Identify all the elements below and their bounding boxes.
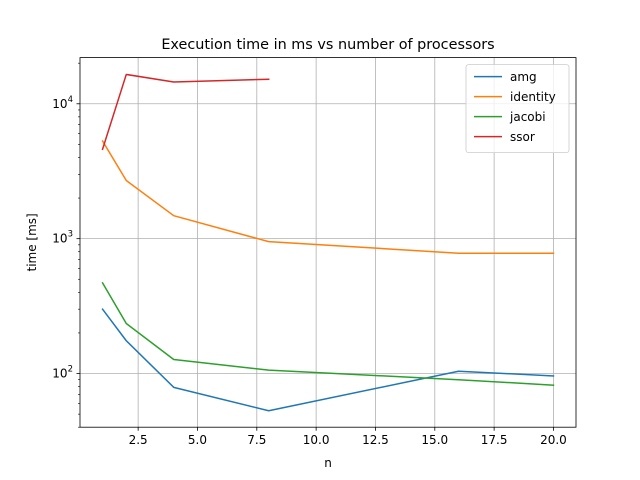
y-tick-label: 103 bbox=[52, 230, 73, 246]
x-tick-label: 5.0 bbox=[188, 433, 207, 447]
y-axis: 102 103 104 bbox=[52, 62, 80, 428]
x-axis: 2.5 5.0 7.5 10.0 12.5 15.0 17.5 20.0 bbox=[129, 427, 567, 447]
legend-label-amg: amg bbox=[510, 70, 537, 84]
chart-title: Execution time in ms vs number of proces… bbox=[161, 37, 494, 53]
x-tick-label: 15.0 bbox=[421, 433, 448, 447]
legend: amg identity jacobi ssor bbox=[465, 64, 570, 153]
legend-frame bbox=[465, 64, 570, 153]
x-axis-label: n bbox=[324, 456, 332, 470]
x-tick-label: 10.0 bbox=[303, 433, 330, 447]
series-line-ssor bbox=[101, 73, 270, 151]
x-tick-label: 2.5 bbox=[129, 433, 148, 447]
y-tick-label: 102 bbox=[52, 365, 73, 381]
series-lines bbox=[101, 73, 555, 412]
y-axis-label: time [ms] bbox=[25, 213, 39, 271]
legend-label-jacobi: jacobi bbox=[509, 110, 546, 124]
y-tick-label: 104 bbox=[52, 95, 73, 111]
x-tick-label: 20.0 bbox=[540, 433, 567, 447]
series-line-amg bbox=[101, 308, 555, 412]
series-line-identity bbox=[101, 139, 555, 254]
x-tick-label: 7.5 bbox=[247, 433, 266, 447]
x-tick-label: 17.5 bbox=[481, 433, 508, 447]
series-line-jacobi bbox=[101, 281, 555, 386]
legend-label-identity: identity bbox=[510, 90, 556, 104]
plot-frame bbox=[79, 57, 577, 428]
legend-label-ssor: ssor bbox=[510, 130, 535, 144]
x-tick-label: 12.5 bbox=[362, 433, 389, 447]
